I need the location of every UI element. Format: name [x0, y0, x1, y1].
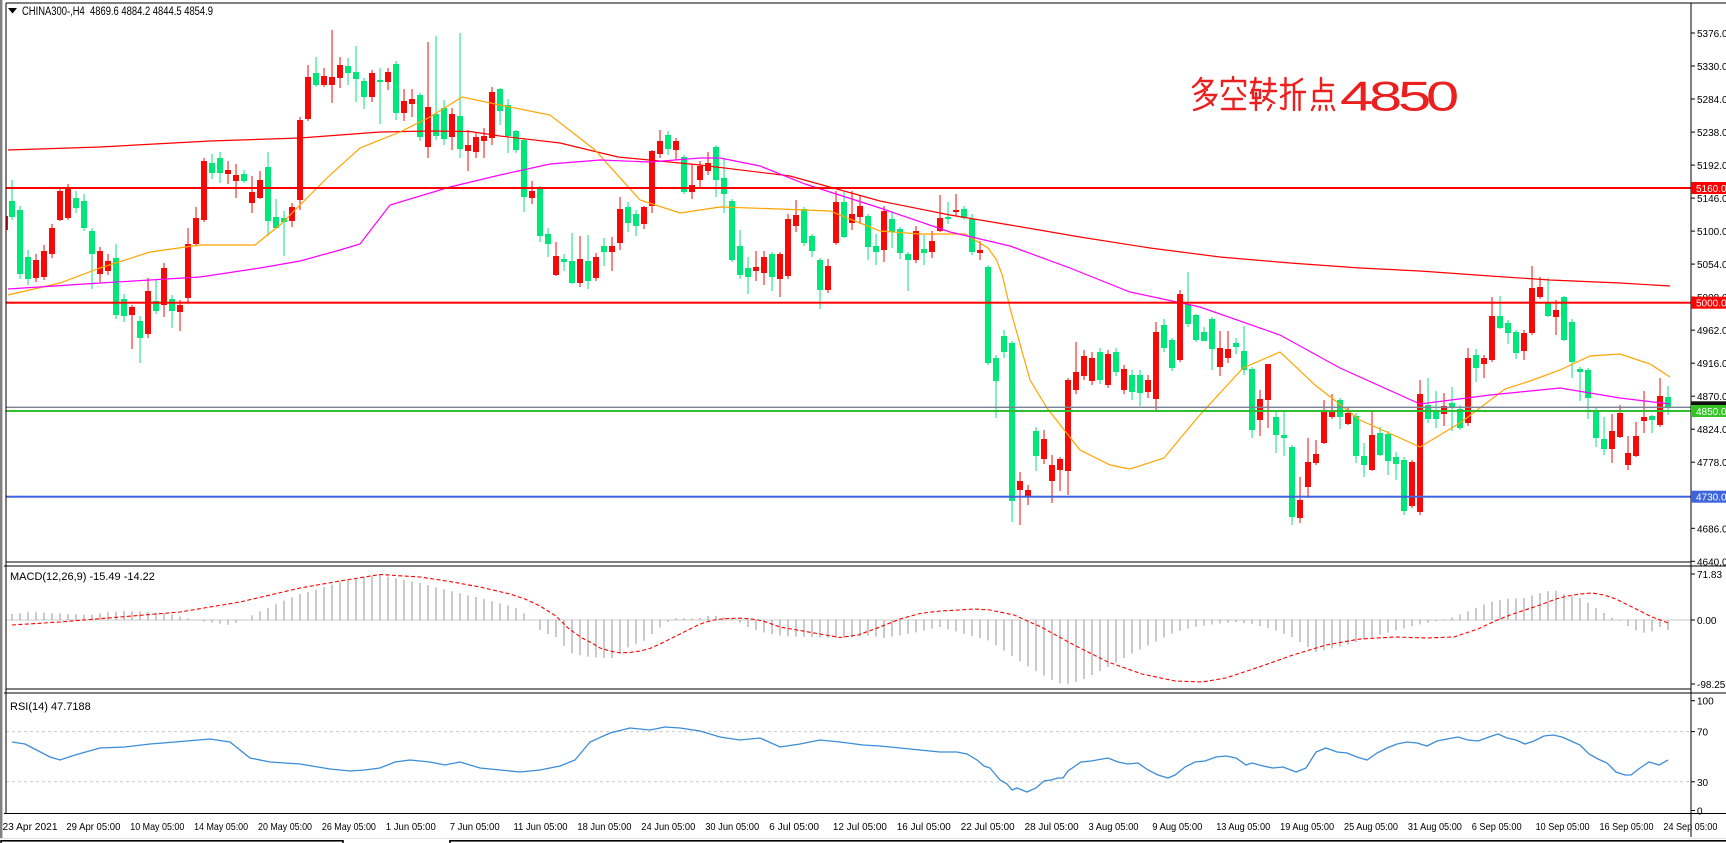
svg-text:7 Jun 05:00: 7 Jun 05:00	[450, 821, 500, 833]
svg-text:13 Aug 05:00: 13 Aug 05:00	[1216, 821, 1270, 833]
svg-text:71.83: 71.83	[1697, 570, 1722, 581]
svg-text:28 Jul 05:00: 28 Jul 05:00	[1025, 821, 1079, 833]
svg-text:26 May 05:00: 26 May 05:00	[322, 821, 376, 833]
svg-text:70: 70	[1697, 728, 1709, 739]
svg-text:16 Jul 05:00: 16 Jul 05:00	[897, 821, 951, 833]
svg-text:31 Aug 05:00: 31 Aug 05:00	[1408, 821, 1462, 833]
svg-text:30 Jun 05:00: 30 Jun 05:00	[705, 821, 759, 833]
svg-text:4962.0: 4962.0	[1697, 326, 1726, 337]
svg-text:10 Sep 05:00: 10 Sep 05:00	[1536, 821, 1590, 833]
svg-text:19 Aug 05:00: 19 Aug 05:00	[1280, 821, 1334, 833]
svg-text:23 Apr 2021: 23 Apr 2021	[3, 821, 58, 833]
svg-text:4916.0: 4916.0	[1697, 359, 1726, 370]
svg-text:12 Jul 05:00: 12 Jul 05:00	[833, 821, 887, 833]
svg-text:MACD(12,26,9) -15.49 -14.22: MACD(12,26,9) -15.49 -14.22	[10, 571, 155, 583]
svg-text:4778.0: 4778.0	[1697, 458, 1726, 469]
svg-text:10 May 05:00: 10 May 05:00	[130, 821, 184, 833]
svg-text:5: 5	[1398, 72, 1431, 119]
svg-text:24 Sep 05:00: 24 Sep 05:00	[1663, 821, 1717, 833]
svg-text:RSI(14) 47.7188: RSI(14) 47.7188	[10, 701, 91, 713]
svg-text:0: 0	[1697, 807, 1703, 818]
svg-text:4870.0: 4870.0	[1697, 392, 1726, 403]
svg-text:CHINA300-,H4 4869.6 4884.2 48: CHINA300-,H4 4869.6 4884.2 4844.5 4854.9	[22, 6, 213, 18]
svg-text:5192.0: 5192.0	[1697, 161, 1726, 172]
svg-text:5376.0: 5376.0	[1697, 29, 1726, 40]
svg-text:24 Jun 05:00: 24 Jun 05:00	[641, 821, 695, 833]
svg-text:5238.0: 5238.0	[1697, 128, 1726, 139]
svg-text:5054.0: 5054.0	[1697, 260, 1726, 271]
svg-text:8: 8	[1369, 72, 1402, 119]
svg-text:1 Jun 05:00: 1 Jun 05:00	[386, 821, 436, 833]
svg-text:4686.0: 4686.0	[1697, 524, 1726, 535]
svg-text:5284.0: 5284.0	[1697, 95, 1726, 106]
svg-text:9 Aug 05:00: 9 Aug 05:00	[1152, 821, 1202, 833]
svg-text:5146.0: 5146.0	[1697, 194, 1726, 205]
svg-text:6 Jul 05:00: 6 Jul 05:00	[769, 821, 819, 833]
svg-text:5330.0: 5330.0	[1697, 62, 1726, 73]
svg-text:3 Aug 05:00: 3 Aug 05:00	[1089, 821, 1139, 833]
svg-text:18 Jun 05:00: 18 Jun 05:00	[577, 821, 631, 833]
svg-text:0: 0	[1426, 72, 1459, 119]
svg-text:100: 100	[1697, 697, 1714, 708]
svg-text:4850.0: 4850.0	[1696, 407, 1726, 418]
svg-text:22 Jul 05:00: 22 Jul 05:00	[961, 821, 1015, 833]
svg-text:4: 4	[1340, 72, 1373, 119]
svg-text:14 May 05:00: 14 May 05:00	[194, 821, 248, 833]
svg-text:16 Sep 05:00: 16 Sep 05:00	[1600, 821, 1654, 833]
svg-text:5160.0: 5160.0	[1696, 184, 1726, 195]
svg-text:11 Jun 05:00: 11 Jun 05:00	[514, 821, 568, 833]
svg-text:6 Sep 05:00: 6 Sep 05:00	[1472, 821, 1522, 833]
svg-text:30: 30	[1697, 778, 1709, 789]
svg-text:20 May 05:00: 20 May 05:00	[258, 821, 312, 833]
svg-text:4824.0: 4824.0	[1697, 425, 1726, 436]
svg-text:5100.0: 5100.0	[1697, 227, 1726, 238]
svg-text:-98.25: -98.25	[1697, 680, 1726, 691]
svg-text:4640.0: 4640.0	[1697, 557, 1726, 568]
svg-text:0.00: 0.00	[1697, 616, 1717, 627]
svg-text:29 Apr 05:00: 29 Apr 05:00	[66, 821, 120, 833]
svg-text:4730.0: 4730.0	[1696, 493, 1726, 504]
svg-text:25 Aug 05:00: 25 Aug 05:00	[1344, 821, 1398, 833]
svg-text:5000.0: 5000.0	[1696, 299, 1726, 310]
